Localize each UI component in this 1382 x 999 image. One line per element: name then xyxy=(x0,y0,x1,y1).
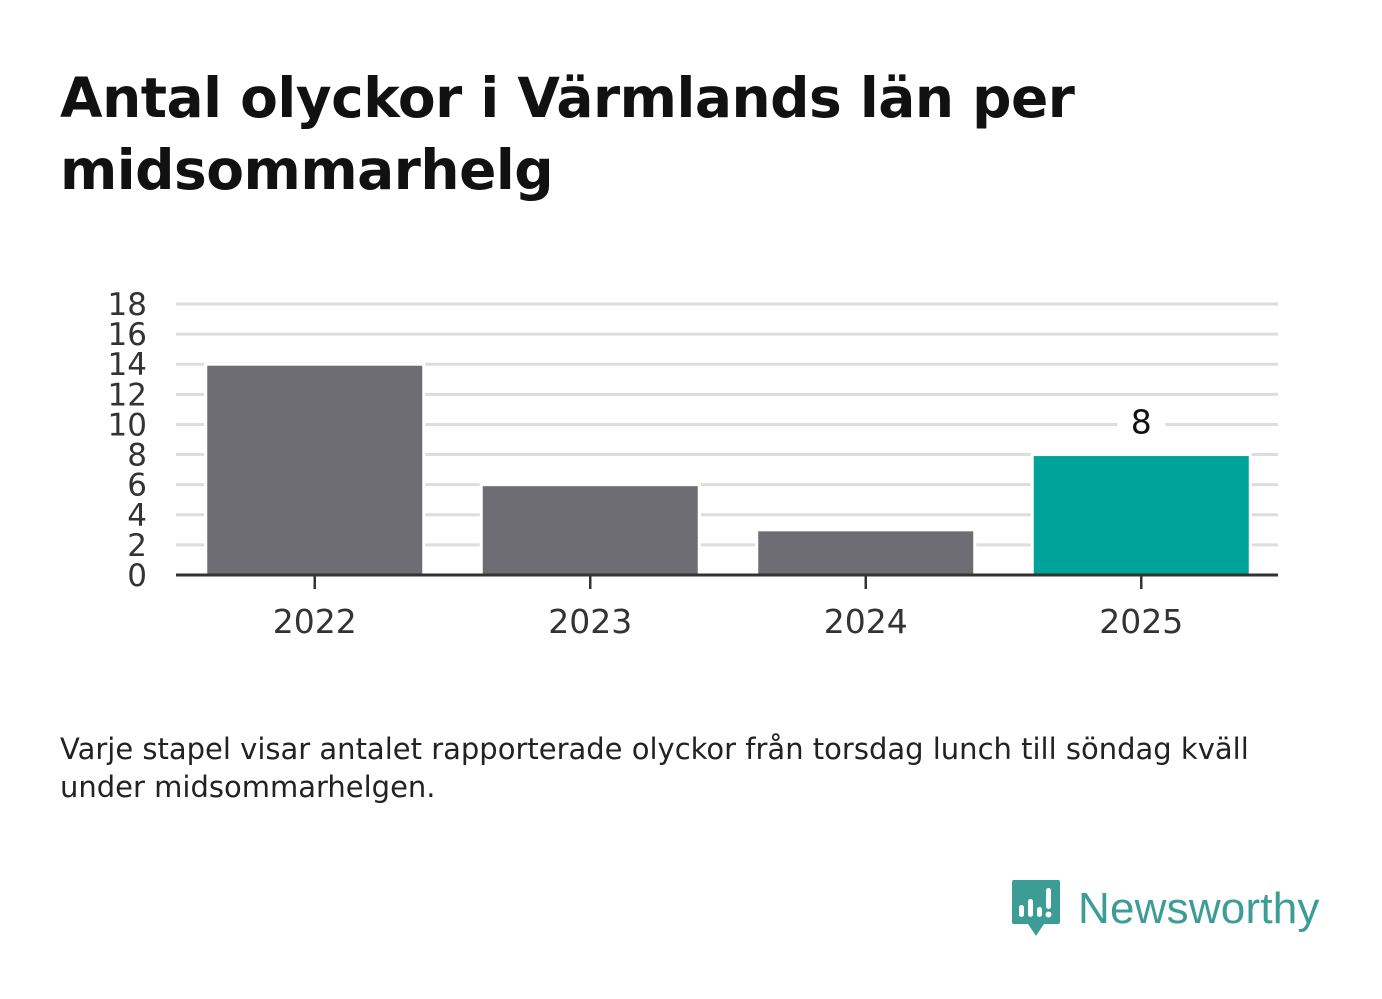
y-tick-label: 18 xyxy=(108,287,147,323)
y-tick-label: 2 xyxy=(127,528,147,564)
data-labels: 8 xyxy=(1117,402,1166,443)
data-label: 8 xyxy=(1131,403,1152,442)
bar-2024 xyxy=(755,528,977,577)
brand-name: Newsworthy xyxy=(1078,884,1320,933)
y-tick-label: 8 xyxy=(127,438,147,474)
x-tick-label: 2024 xyxy=(824,602,908,641)
newsworthy-logo-icon xyxy=(1012,880,1060,936)
y-tick-label: 4 xyxy=(127,498,147,534)
brand: Newsworthy xyxy=(1010,878,1320,940)
bars xyxy=(204,362,1252,577)
bar-2023 xyxy=(479,483,701,577)
x-tick-label: 2023 xyxy=(548,602,632,641)
bar-2025 xyxy=(1030,453,1252,577)
data-label-background xyxy=(1117,402,1166,443)
x-tick-label: 2022 xyxy=(273,602,357,641)
chart-footnote: Varje stapel visar antalet rapporterade … xyxy=(60,732,1249,804)
x-axis: 2022 2023 2024 2025 xyxy=(176,573,1278,641)
x-tick-label: 2025 xyxy=(1099,602,1183,641)
y-tick-label: 0 xyxy=(127,558,147,594)
chart-title: Antal olyckor i Värmlands län per midsom… xyxy=(60,66,1075,202)
y-tick-label: 10 xyxy=(108,407,147,443)
y-tick-label: 12 xyxy=(108,377,147,413)
y-tick-label: 16 xyxy=(108,317,147,353)
y-tick-label: 14 xyxy=(108,347,147,383)
y-tick-label: 6 xyxy=(127,468,147,504)
bar-2022 xyxy=(204,362,426,577)
